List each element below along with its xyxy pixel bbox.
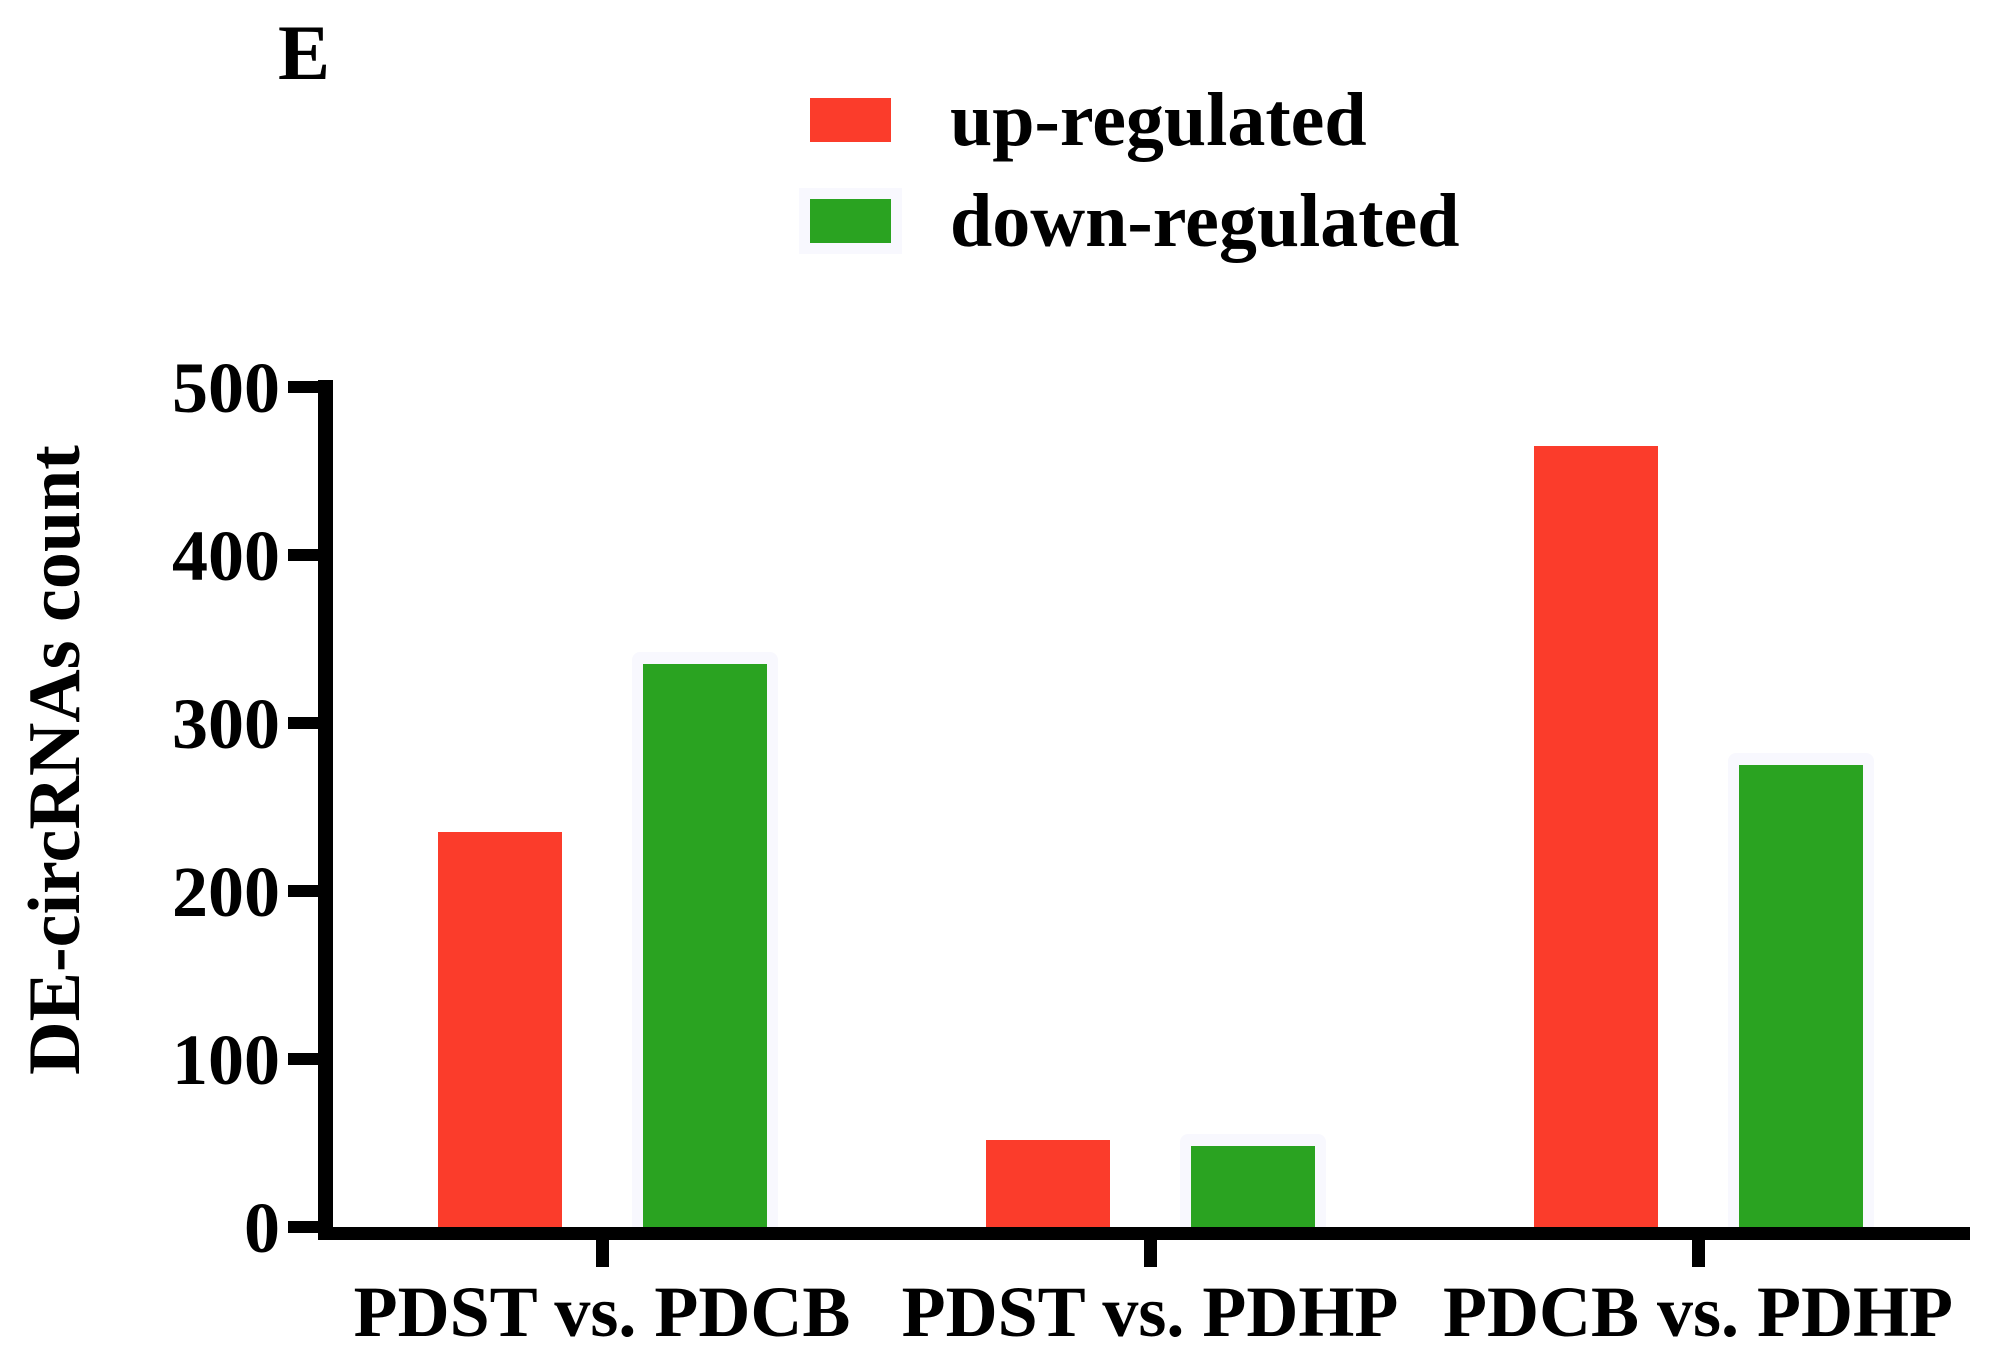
- y-tick-label-500: 500: [172, 348, 280, 428]
- legend-item-down-regulated: down-regulated: [810, 183, 1460, 259]
- y-tick-label-400: 400: [172, 516, 280, 596]
- bar-up-regulated-pdcb-vs-pdhp: [1533, 446, 1658, 1227]
- legend-swatch-up-regulated: [810, 98, 891, 142]
- bar-up-regulated-pdst-vs-pdhp: [985, 1140, 1110, 1227]
- x-category-label-pdcb-vs-pdhp: PDCB vs. PDHP: [1443, 1272, 1953, 1352]
- x-tick-pdst-vs-pdhp: [1143, 1240, 1157, 1267]
- bar-down-regulated-pdcb-vs-pdhp: [1738, 765, 1863, 1227]
- x-category-label-pdst-vs-pdhp: PDST vs. PDHP: [901, 1272, 1399, 1352]
- y-tick-500: [288, 381, 318, 393]
- legend-label-up-regulated: up-regulated: [950, 78, 1367, 162]
- panel-letter: E: [278, 9, 331, 96]
- x-axis-line: [318, 1227, 1970, 1240]
- x-tick-pdst-vs-pdcb: [595, 1240, 609, 1267]
- x-category-label-pdst-vs-pdcb: PDST vs. PDCB: [353, 1272, 851, 1352]
- y-tick-label-0: 0: [244, 1188, 280, 1268]
- y-tick-400: [288, 549, 318, 561]
- legend-label-down-regulated: down-regulated: [950, 179, 1460, 263]
- legend-item-up-regulated: up-regulated: [810, 82, 1367, 158]
- bar-up-regulated-pdst-vs-pdcb: [437, 832, 562, 1227]
- y-tick-0: [288, 1221, 318, 1233]
- y-tick-100: [288, 1053, 318, 1065]
- y-tick-label-200: 200: [172, 852, 280, 932]
- y-tick-label-100: 100: [172, 1020, 280, 1100]
- y-tick-300: [288, 717, 318, 729]
- legend-swatch-down-regulated: [810, 199, 891, 243]
- bar-down-regulated-pdst-vs-pdhp: [1190, 1146, 1315, 1227]
- y-tick-label-300: 300: [172, 684, 280, 764]
- bar-down-regulated-pdst-vs-pdcb: [642, 664, 767, 1227]
- y-tick-200: [288, 885, 318, 897]
- y-axis-spine: [318, 380, 333, 1240]
- x-tick-pdcb-vs-pdhp: [1691, 1240, 1705, 1267]
